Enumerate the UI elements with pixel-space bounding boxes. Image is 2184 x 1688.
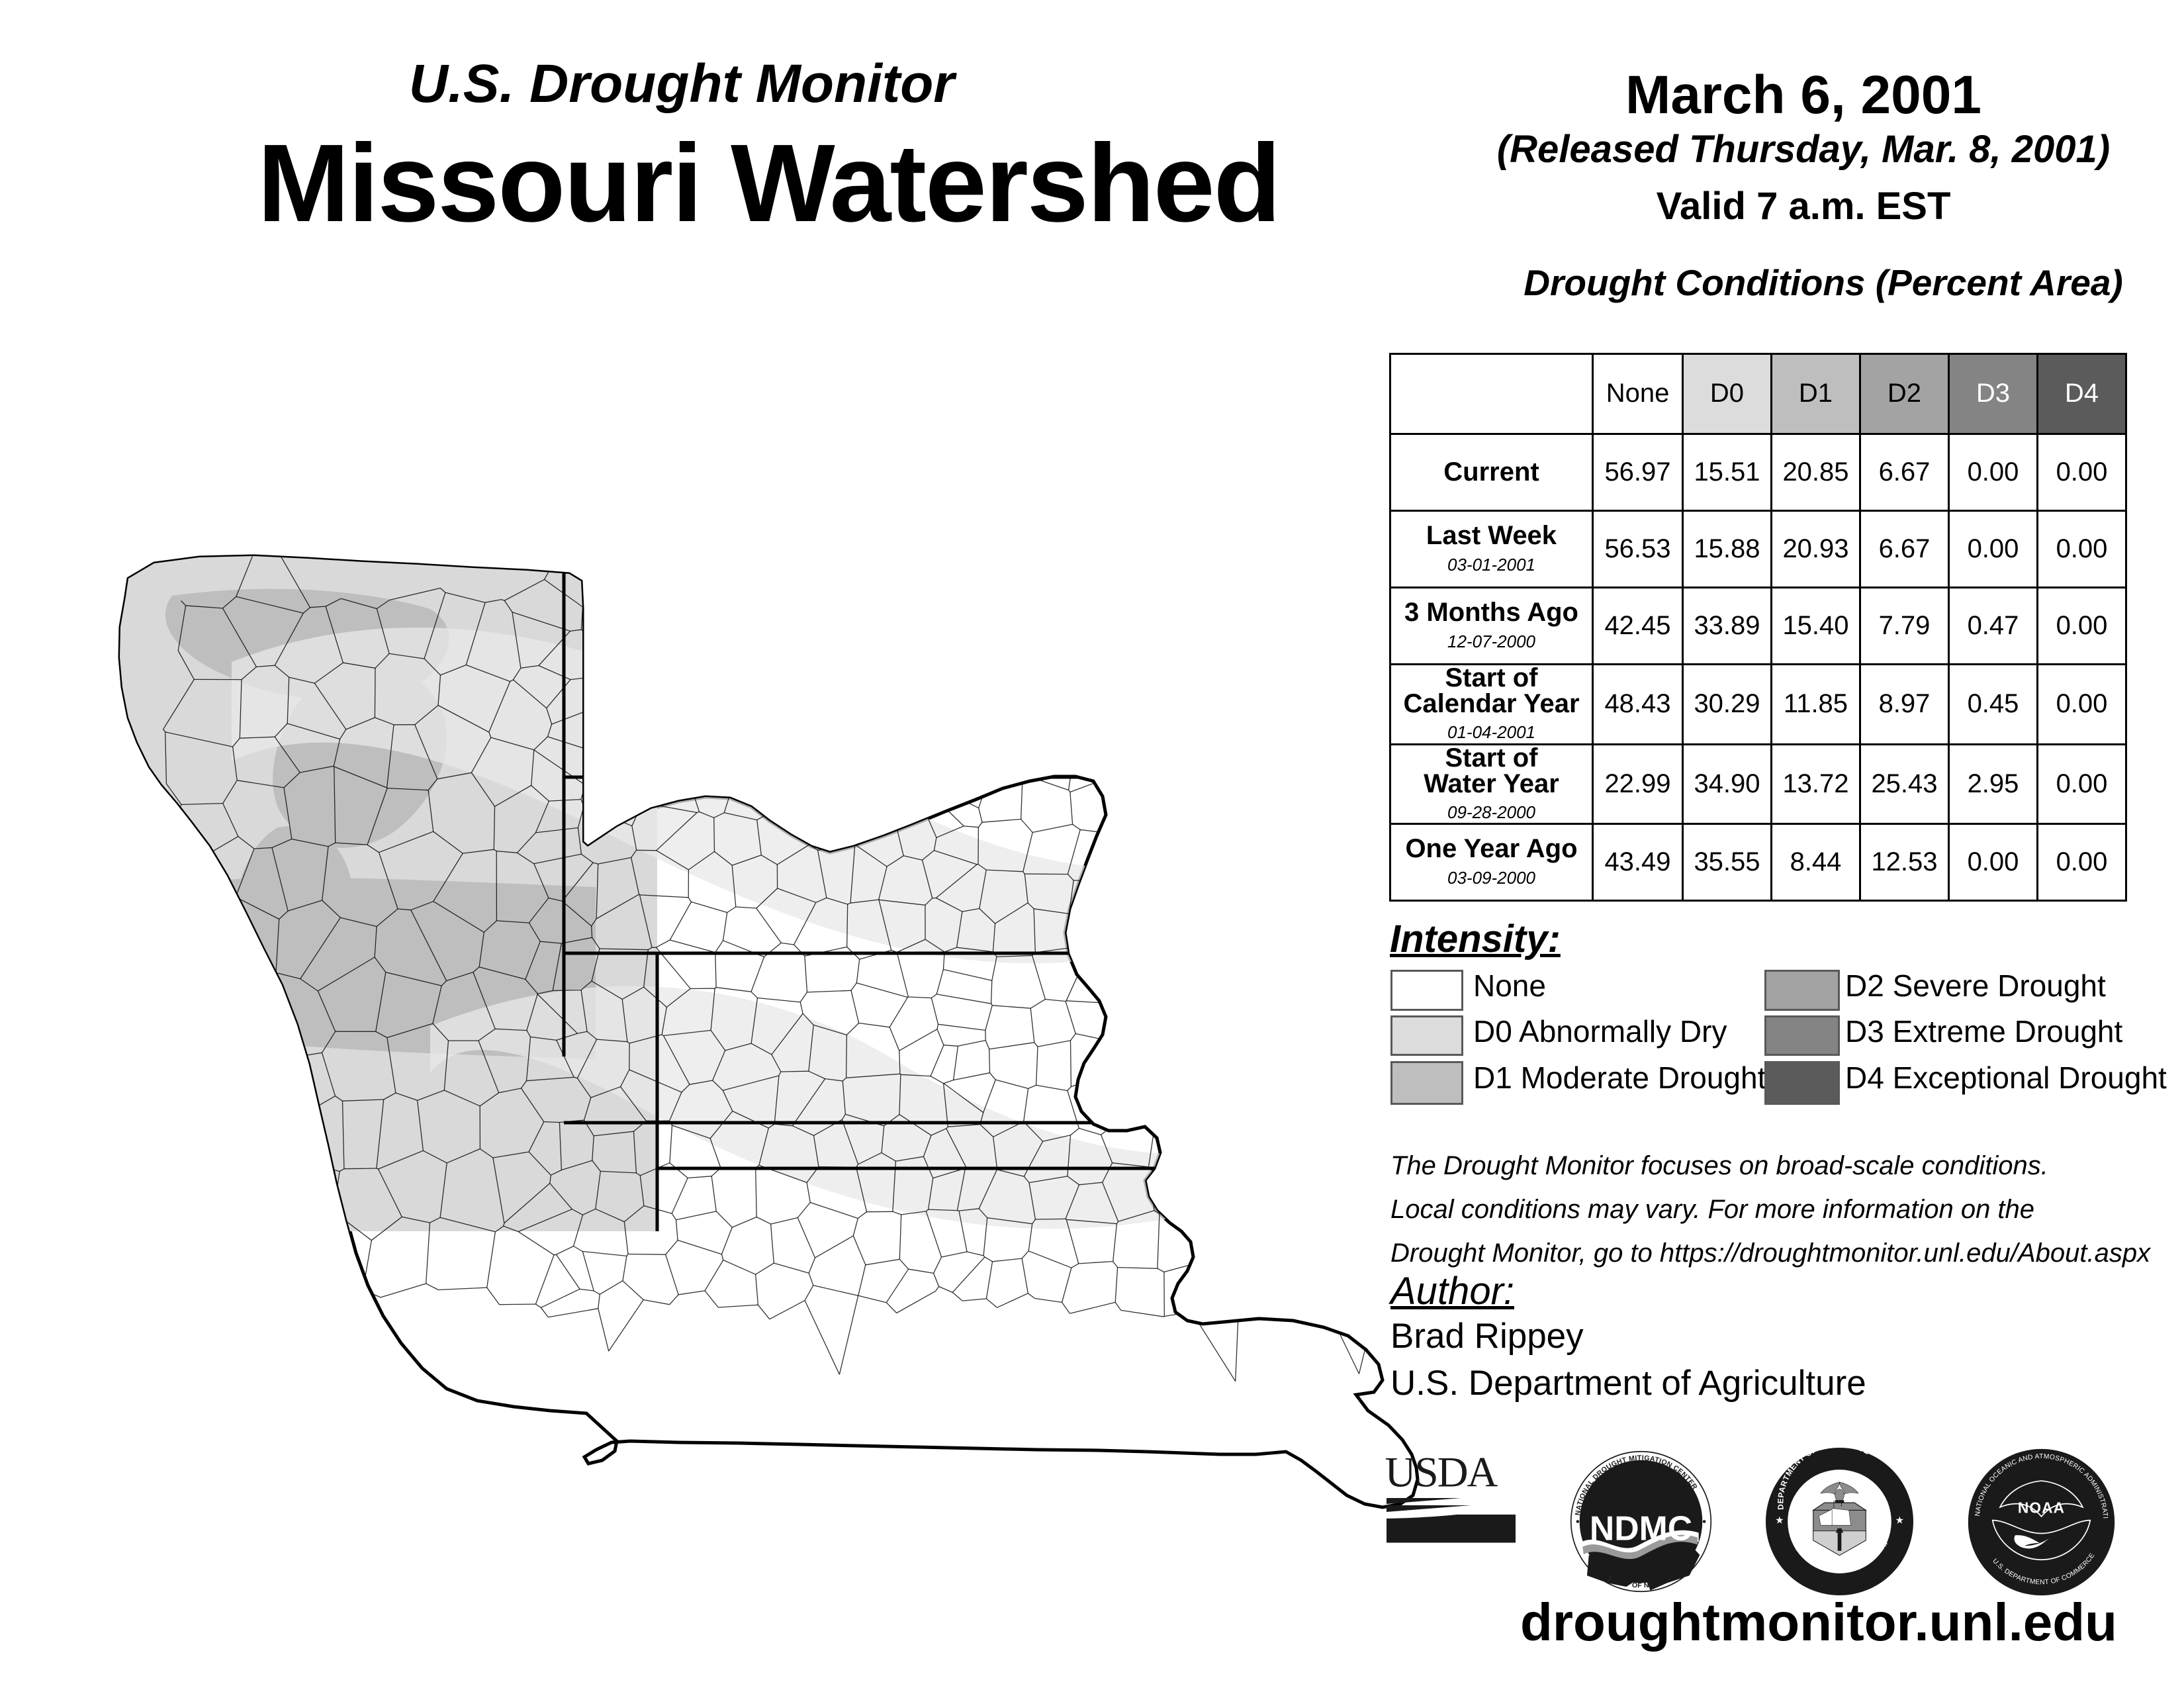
svg-text:NDMC: NDMC	[1590, 1509, 1692, 1548]
svg-text:★: ★	[1775, 1515, 1784, 1526]
svg-text:NOAA: NOAA	[2018, 1499, 2065, 1516]
svg-text:★: ★	[1895, 1515, 1904, 1526]
svg-text:USDA: USDA	[1385, 1449, 1498, 1497]
